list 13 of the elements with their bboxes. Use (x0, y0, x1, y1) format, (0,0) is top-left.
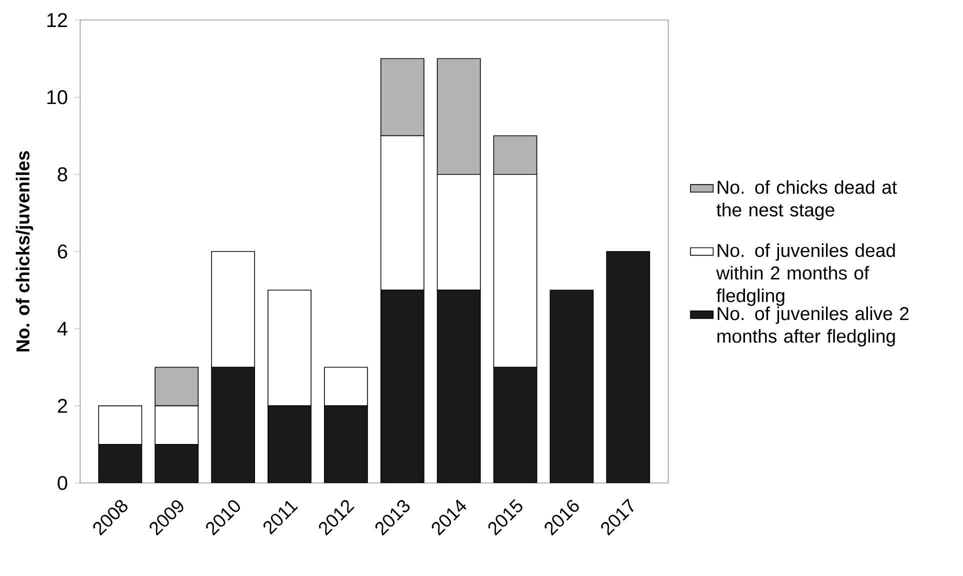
legend-label: No. of juveniles dead within 2 months of fledgling (716, 243, 895, 306)
y-tick-label: 8 (58, 167, 68, 182)
legend-label: No. of chicks dead at the nest stage (716, 180, 897, 220)
y-tick-label: 6 (58, 244, 68, 259)
legend-label: No. of juveniles alive 2 months after fledgling (717, 306, 909, 346)
bar (606, 251, 650, 484)
y-tick-label: 10 (47, 90, 68, 104)
y-tick-label: 4 (57, 322, 68, 336)
bar (550, 290, 594, 484)
y-tick-label: 0 (58, 476, 68, 490)
y-tick-label: 12 (47, 13, 67, 27)
y-axis-title: No. of chicks/juveniles (16, 151, 34, 352)
y-tick-label: 2 (58, 398, 68, 413)
